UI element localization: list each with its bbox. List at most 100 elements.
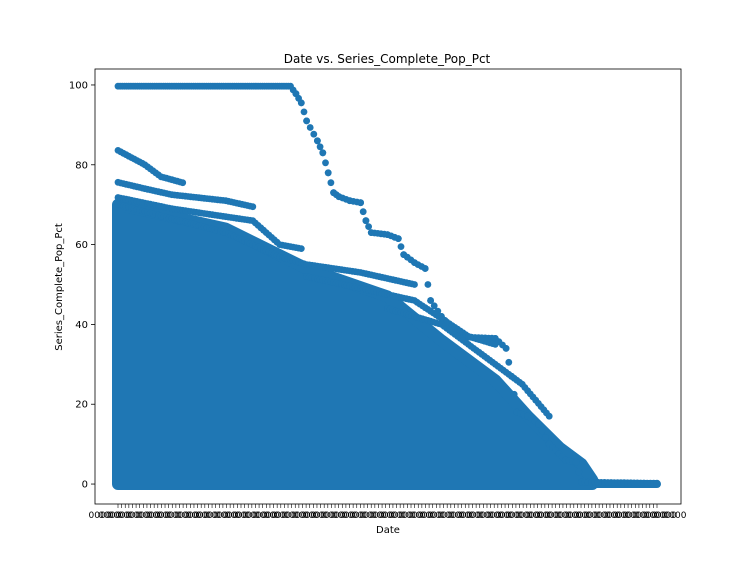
x-tick-label: 0000	[167, 511, 190, 521]
data-point	[319, 149, 327, 157]
x-tick-label: 0000	[157, 511, 180, 521]
x-tick-label: 0000	[225, 511, 248, 521]
data-point	[316, 143, 324, 151]
data-point	[179, 179, 187, 187]
x-tick-label: 0000	[147, 511, 170, 521]
data-point	[297, 245, 305, 253]
x-tick-label: 0000	[410, 511, 433, 521]
data-point	[572, 458, 580, 466]
data-point	[545, 412, 553, 420]
x-tick-label: 0000	[215, 511, 238, 521]
x-tick-label: 0000	[137, 511, 160, 521]
data-point	[327, 179, 335, 187]
y-tick-label: 60	[75, 240, 88, 251]
x-tick-label: 0000	[186, 511, 209, 521]
x-tick-label: 0000	[478, 511, 501, 521]
data-point	[510, 390, 518, 398]
data-point	[397, 243, 405, 251]
x-tick-label: 0000	[254, 511, 277, 521]
x-tick-label: 0000	[293, 511, 316, 521]
data-point	[359, 208, 367, 216]
x-tick-label: 0000	[625, 511, 648, 521]
x-tick-label: 0000	[400, 511, 423, 521]
x-tick-label: 0000	[664, 511, 687, 521]
data-point	[505, 358, 513, 366]
y-tick-label: 0	[82, 480, 88, 491]
x-tick-label: 0000	[537, 511, 560, 521]
data-point	[249, 203, 257, 211]
x-tick-label: 0000	[274, 511, 297, 521]
x-tick-label: 0000	[586, 511, 609, 521]
x-tick-label: 0000	[235, 511, 258, 521]
x-tick-label: 0000	[391, 511, 414, 521]
x-tick-label: 0000	[488, 511, 511, 521]
x-axis: 0000000000000000000000000000000000000000…	[89, 504, 687, 521]
data-point	[427, 297, 434, 304]
x-tick-label: 0000	[527, 511, 550, 521]
data-point	[362, 217, 370, 225]
x-tick-label: 0000	[576, 511, 599, 521]
x-tick-label: 0000	[118, 511, 141, 521]
x-tick-label: 0000	[361, 511, 384, 521]
y-tick-label: 100	[69, 80, 88, 91]
data-point	[324, 169, 332, 177]
x-tick-label: 0000	[508, 511, 531, 521]
data-point	[310, 130, 318, 138]
x-tick-label: 0000	[595, 511, 618, 521]
data-point	[542, 434, 549, 441]
y-tick-label: 80	[75, 160, 88, 171]
x-tick-label: 0000	[98, 511, 121, 521]
data-point	[575, 468, 583, 476]
x-tick-label: 0000	[108, 511, 131, 521]
x-tick-label: 0000	[352, 511, 375, 521]
x-axis-label: Date	[376, 525, 400, 536]
x-tick-label: 0000	[244, 511, 267, 521]
x-tick-label: 0000	[566, 511, 589, 521]
y-axis-label: Series_Complete_Pop_Pct	[54, 223, 65, 351]
x-tick-label: 0000	[342, 511, 365, 521]
x-tick-label: 0000	[283, 511, 306, 521]
data-point	[394, 235, 402, 243]
x-tick-label: 0000	[332, 511, 355, 521]
x-tick-label: 0000	[128, 511, 151, 521]
x-tick-label: 0000	[264, 511, 287, 521]
y-tick-label: 20	[75, 400, 88, 411]
x-tick-label: 0000	[459, 511, 482, 521]
y-axis: 0 20 40 60 80 100	[69, 80, 95, 491]
data-point	[303, 117, 310, 125]
x-tick-label: 0000	[89, 511, 112, 521]
data-point	[322, 159, 329, 167]
x-tick-label: 0000	[176, 511, 199, 521]
x-tick-label: 0000	[498, 511, 521, 521]
data-point	[430, 302, 438, 310]
x-tick-label: 0000	[371, 511, 394, 521]
x-tick-label: 0000	[469, 511, 492, 521]
data-point	[424, 281, 432, 288]
x-tick-label: 0000	[634, 511, 657, 521]
x-tick-label: 0000	[205, 511, 228, 521]
x-tick-label: 0000	[644, 511, 667, 521]
x-tick-label: 0000	[517, 511, 540, 521]
data-point	[535, 420, 542, 428]
x-tick-label: 0000	[556, 511, 579, 521]
x-tick-label: 0000	[547, 511, 570, 521]
data-point	[297, 99, 305, 107]
data-point	[314, 137, 321, 145]
x-tick-label: 0000	[615, 511, 638, 521]
data-point	[300, 108, 308, 116]
data-point	[538, 427, 546, 435]
data-point	[357, 199, 364, 207]
plot-area	[112, 82, 661, 491]
x-tick-label: 0000	[303, 511, 326, 521]
x-tick-label: 0000	[420, 511, 443, 521]
data-point	[306, 124, 314, 131]
x-tick-label: 0000	[381, 511, 404, 521]
x-tick-label: 0000	[313, 511, 336, 521]
axes-frame	[94, 68, 682, 505]
data-point	[421, 265, 429, 272]
x-tick-label: 0000	[322, 511, 345, 521]
x-tick-label: 0000	[439, 511, 462, 521]
y-tick-label: 40	[75, 320, 88, 331]
x-tick-label: 0000	[654, 511, 677, 521]
